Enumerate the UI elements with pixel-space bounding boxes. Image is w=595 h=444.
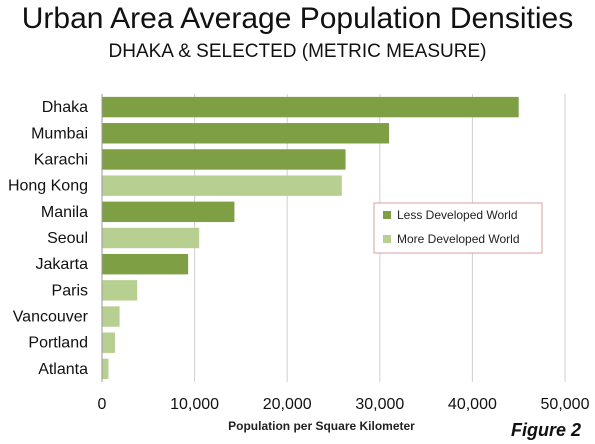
- x-tick-label: 0: [98, 396, 107, 413]
- category-label: Manila: [41, 204, 88, 221]
- bar-jakarta: [102, 253, 189, 275]
- bar-portland: [102, 332, 115, 353]
- chart-subtitle: DHAKA & SELECTED (METRIC MEASURE): [108, 41, 487, 62]
- legend-label-less-developed: Less Developed World: [397, 208, 518, 222]
- bar-hong-kong: [102, 175, 342, 196]
- category-label: Paris: [52, 282, 88, 299]
- bar-mumbai: [102, 123, 390, 144]
- x-tick-labels: 0 10,000 20,000 30,000 40,000 50,000: [98, 396, 590, 413]
- legend-swatch-less-developed: [383, 211, 391, 219]
- category-label: Atlanta: [38, 361, 88, 378]
- bar-paris: [102, 280, 138, 301]
- bar-manila: [102, 201, 235, 223]
- category-label: Vancouver: [13, 309, 89, 326]
- category-label: Mumbai: [31, 125, 88, 142]
- category-label: Seoul: [47, 230, 88, 247]
- x-tick-label: 40,000: [448, 396, 497, 413]
- category-label: Dhaka: [42, 99, 88, 116]
- legend-swatch-more-developed: [383, 235, 391, 243]
- x-axis-label: Population per Square Kilometer: [228, 419, 415, 433]
- category-label: Jakarta: [36, 256, 89, 273]
- category-label: Hong Kong: [8, 178, 88, 195]
- figure-label: Figure 2: [510, 420, 581, 440]
- bar-vancouver: [102, 306, 120, 327]
- x-tick-label: 10,000: [170, 396, 219, 413]
- chart-title: Urban Area Average Population Densities: [21, 2, 574, 35]
- category-labels: Dhaka Mumbai Karachi Hong Kong Manila Seoul Ja…: [8, 99, 89, 378]
- x-tick-label: 50,000: [541, 396, 590, 413]
- bar-dhaka: [102, 96, 519, 118]
- bar-atlanta: [102, 358, 109, 380]
- bar-karachi: [102, 149, 346, 170]
- bars: [102, 96, 519, 380]
- bar-seoul: [102, 227, 200, 249]
- x-tick-label: 20,000: [263, 396, 312, 413]
- category-label: Portland: [28, 335, 88, 352]
- legend-label-more-developed: More Developed World: [397, 232, 520, 246]
- legend-box: [373, 202, 543, 254]
- x-tick-label: 30,000: [355, 396, 404, 413]
- category-label: Karachi: [34, 151, 88, 168]
- legend: Less Developed World More Developed Worl…: [373, 202, 543, 254]
